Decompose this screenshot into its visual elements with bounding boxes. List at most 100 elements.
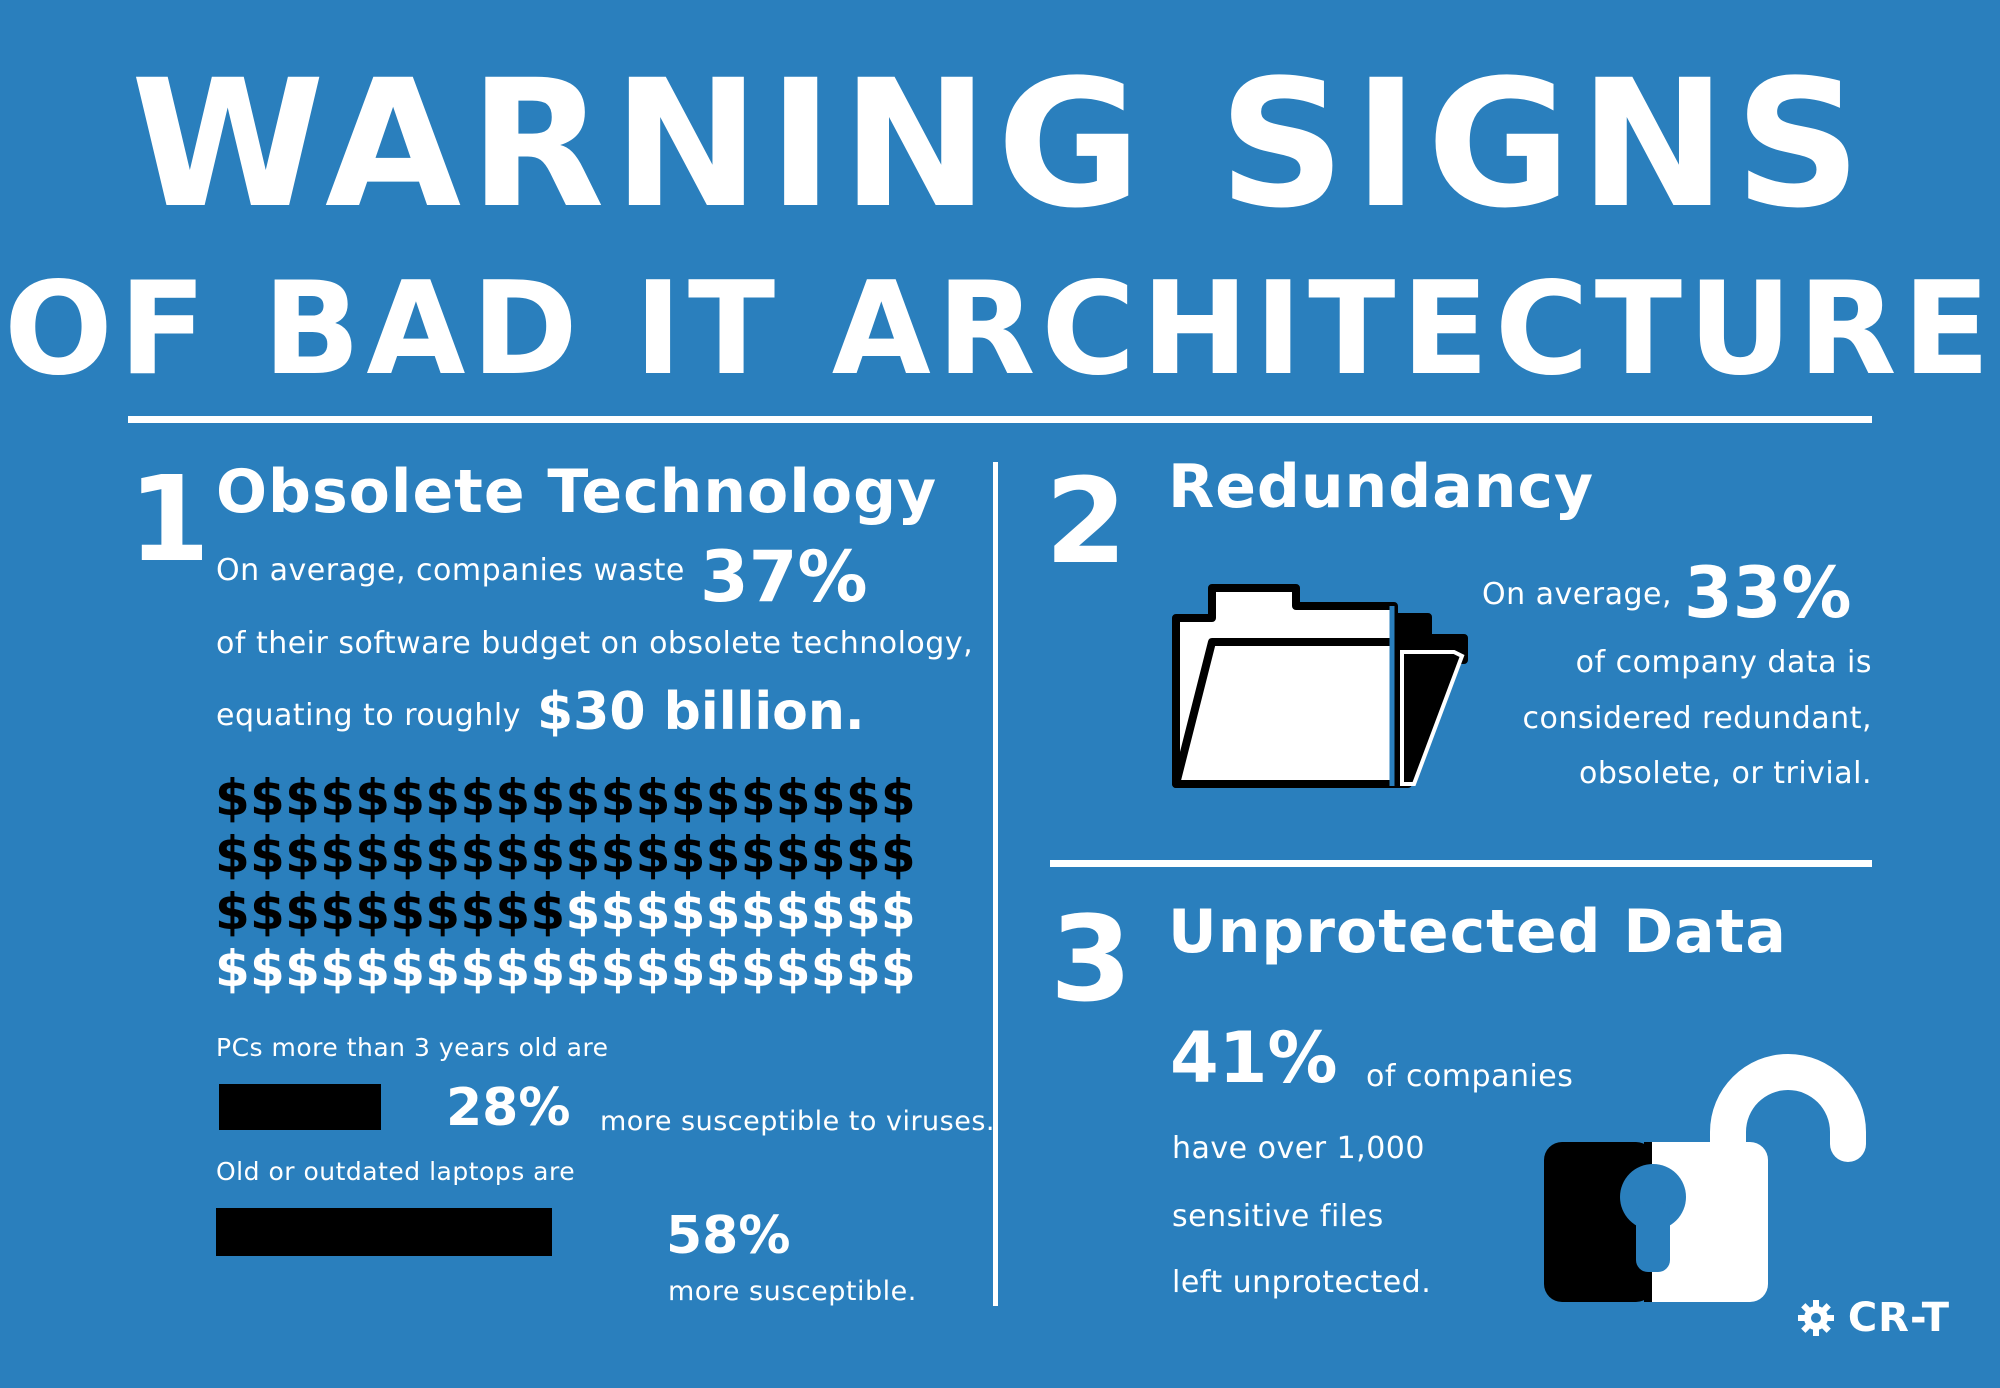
dollar-spent-icon: $ <box>565 826 601 884</box>
dollar-icon: $ <box>635 940 671 998</box>
dollar-spent-icon: $ <box>495 826 531 884</box>
pcs-label: PCs more than 3 years old are <box>216 1033 609 1062</box>
dollar-icon: $ <box>215 940 250 998</box>
dollar-spent-icon: $ <box>355 883 390 941</box>
dollar-spent-icon: $ <box>460 883 496 941</box>
dollar-icon: $ <box>635 883 671 941</box>
body-line-1: of company data is <box>1575 645 1872 680</box>
billion-amount: $30 billion. <box>537 682 865 742</box>
dollar-spent-icon: $ <box>880 769 916 827</box>
dollar-icon: $ <box>530 940 566 998</box>
company-logo: CR-T <box>1797 1296 1950 1340</box>
dollar-icon: $ <box>390 940 426 998</box>
body-line-1: have over 1,000 <box>1172 1131 1425 1166</box>
dollar-icon: $ <box>670 940 706 998</box>
section-number: 2 <box>1045 452 1128 590</box>
dollar-spent-icon: $ <box>775 769 811 827</box>
dollar-icon: $ <box>425 940 461 998</box>
waste-percent: 37% <box>700 536 868 618</box>
dollar-icon: $ <box>705 940 741 998</box>
pcs-percent: 28% <box>446 1078 571 1138</box>
budget-text: of their software budget on obsolete tec… <box>216 626 974 661</box>
dollar-spent-icon: $ <box>250 769 285 827</box>
dollar-spent-icon: $ <box>705 826 741 884</box>
section-heading: Obsolete Technology <box>216 457 938 527</box>
dollar-spent-icon: $ <box>845 826 881 884</box>
dollar-row: $ $ $ $ $ $ $ $ $ $ $ $ $ $ $ $ $ $ $ $ <box>215 769 916 827</box>
body-line-2: sensitive files <box>1172 1199 1384 1234</box>
dollar-spent-icon: $ <box>740 826 776 884</box>
companies-text: of companies <box>1366 1059 1574 1094</box>
intro-text: On average, companies waste <box>216 553 685 588</box>
dollar-spent-icon: $ <box>600 826 636 884</box>
dollar-icon: $ <box>740 940 776 998</box>
dollar-icon: $ <box>565 883 601 941</box>
body-line-3: left unprotected. <box>1172 1265 1432 1300</box>
folder-icon <box>1172 584 1468 788</box>
dollar-spent-icon: $ <box>635 826 671 884</box>
dollar-spent-icon: $ <box>530 769 566 827</box>
dollar-icon: $ <box>250 940 285 998</box>
dollar-spent-icon: $ <box>495 883 531 941</box>
dollar-spent-icon: $ <box>215 883 250 941</box>
dollar-spent-icon: $ <box>390 826 426 884</box>
laptops-label: Old or outdated laptops are <box>216 1157 576 1186</box>
body-line-3: obsolete, or trivial. <box>1579 756 1872 791</box>
dollar-icon: $ <box>320 940 355 998</box>
column-divider <box>993 462 998 1306</box>
dollar-icon: $ <box>285 940 320 998</box>
dollar-spent-icon: $ <box>215 826 250 884</box>
redundancy-percent: 33% <box>1684 552 1852 634</box>
dollar-spent-icon: $ <box>845 769 881 827</box>
dollar-spent-icon: $ <box>320 769 355 827</box>
section-divider <box>1050 860 1872 867</box>
dollar-icon: $ <box>600 883 636 941</box>
dollar-spent-icon: $ <box>250 826 285 884</box>
dollar-icon: $ <box>565 940 601 998</box>
pcs-tail: more susceptible to viruses. <box>600 1106 995 1137</box>
dollar-spent-icon: $ <box>810 769 846 827</box>
section-number: 1 <box>128 450 211 588</box>
dollar-spent-icon: $ <box>390 883 426 941</box>
dollar-spent-icon: $ <box>355 826 390 884</box>
dollar-icon: $ <box>845 940 881 998</box>
dollar-spent-icon: $ <box>285 769 320 827</box>
gears-icon <box>1797 1300 1834 1336</box>
dollar-spent-icon: $ <box>320 883 355 941</box>
dollar-spent-icon: $ <box>775 826 811 884</box>
intro-text: On average, <box>1482 577 1673 612</box>
dollar-icon: $ <box>775 883 811 941</box>
dollar-spent-icon: $ <box>460 769 496 827</box>
dollar-spent-icon: $ <box>740 769 776 827</box>
title-line-2: OF BAD IT ARCHITECTURE <box>4 255 1996 404</box>
dollar-row: $ $ $ $ $ $ $ $ $ $ $ $ $ $ $ $ $ $ $ $ <box>215 826 916 884</box>
dollar-icon: $ <box>845 883 881 941</box>
dollar-row: $ $ $ $ $ $ $ $ $ $ $ $ $ $ $ $ $ $ $ $ <box>215 883 916 941</box>
section-heading: Unprotected Data <box>1168 897 1787 967</box>
dollar-icon: $ <box>775 940 811 998</box>
dollar-spent-icon: $ <box>530 826 566 884</box>
dollar-spent-icon: $ <box>635 769 671 827</box>
dollar-icon: $ <box>495 940 531 998</box>
dollar-spent-icon: $ <box>460 826 496 884</box>
dollar-icon: $ <box>600 940 636 998</box>
dollar-spent-icon: $ <box>670 769 706 827</box>
dollar-spent-icon: $ <box>285 883 320 941</box>
dollar-icon: $ <box>460 940 496 998</box>
unprotected-percent: 41% <box>1170 1017 1338 1099</box>
title-divider <box>128 416 1872 423</box>
body-line-2: considered redundant, <box>1522 701 1872 736</box>
equating-text: equating to roughly <box>216 698 521 733</box>
dollar-icon: $ <box>740 883 776 941</box>
dollar-spent-icon: $ <box>810 826 846 884</box>
title-line-1: WARNING SIGNS <box>130 42 1870 247</box>
dollar-spent-icon: $ <box>495 769 531 827</box>
dollar-icon: $ <box>810 940 846 998</box>
dollar-spent-icon: $ <box>600 769 636 827</box>
dollar-icon: $ <box>355 940 390 998</box>
dollar-spent-icon: $ <box>285 826 320 884</box>
dollar-spent-icon: $ <box>425 883 461 941</box>
dollar-spent-icon: $ <box>425 826 461 884</box>
dollar-spent-icon: $ <box>320 826 355 884</box>
dollar-icon: $ <box>705 883 741 941</box>
